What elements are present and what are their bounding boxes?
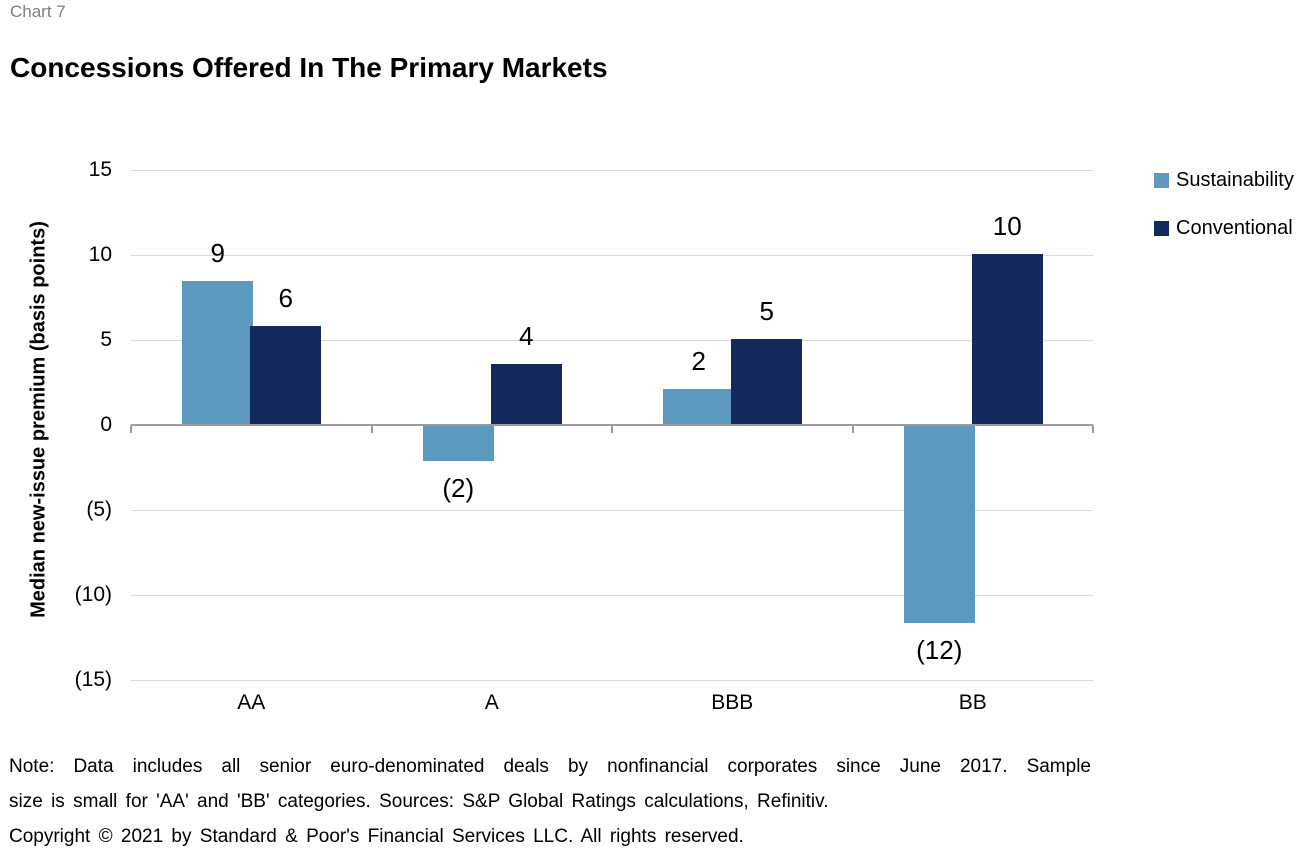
chart-title: Concessions Offered In The Primary Marke…: [10, 52, 608, 83]
legend-swatch-sustainability: [1154, 172, 1169, 188]
chart-number-label: Chart 7: [10, 2, 66, 21]
gridline: [131, 680, 1093, 681]
bar-value-label: 5: [759, 296, 774, 327]
x-axis-category-label: A: [484, 691, 499, 714]
legend-label: Conventional: [1176, 216, 1293, 239]
bar-sustainability-bb: [903, 425, 975, 624]
legend-label: Sustainability: [1176, 168, 1294, 191]
chart-legend: Sustainability Conventional: [1154, 168, 1294, 264]
y-axis-tick-label: (15): [74, 668, 112, 691]
legend-item-conventional: Conventional: [1154, 216, 1294, 240]
gridline: [131, 170, 1093, 171]
x-axis-tick: [851, 425, 854, 433]
x-axis-category-label: BB: [958, 691, 987, 714]
x-axis-tick: [611, 425, 613, 433]
chart-footnote: Note: Data includes all senior euro-deno…: [9, 749, 1091, 854]
x-axis-tick: [370, 425, 373, 433]
bar-conventional-bb: [971, 254, 1043, 425]
y-axis-tick-label: 0: [100, 413, 112, 436]
footnote-line-3: Copyright © 2021 by Standard & Poor's Fi…: [9, 826, 744, 847]
x-axis-tick: [1092, 425, 1094, 433]
footnote-line-2: size is small for 'AA' and 'BB' categori…: [9, 791, 829, 812]
gridline: [131, 255, 1093, 256]
bar-value-label: (2): [442, 472, 475, 503]
y-axis-tick-label: 15: [88, 158, 112, 181]
bar-conventional-a: [490, 363, 562, 425]
y-axis-tick-label: 10: [88, 243, 112, 266]
x-axis-category-label: BBB: [711, 691, 754, 714]
y-axis-tick-label: (10): [74, 583, 112, 606]
y-axis-tick-label: (5): [86, 498, 112, 521]
bar-conventional-aa: [250, 326, 322, 425]
bar-value-label: 6: [278, 283, 293, 314]
y-axis-tick-label: 5: [100, 328, 112, 351]
bar-sustainability-a: [422, 425, 494, 461]
gridline: [131, 340, 1093, 341]
bar-value-label: 10: [992, 211, 1022, 242]
bar-sustainability-bbb: [663, 389, 735, 425]
bar-value-label: 2: [691, 346, 706, 377]
gridline: [131, 595, 1093, 596]
footnote-line-1: Note: Data includes all senior euro-deno…: [9, 756, 1091, 777]
legend-swatch-conventional: [1154, 220, 1169, 236]
bar-value-label: (12): [916, 635, 963, 666]
bar-conventional-bbb: [731, 339, 803, 425]
bar-value-label: 4: [519, 320, 534, 351]
x-axis-category-label: AA: [237, 691, 266, 714]
bar-sustainability-aa: [182, 280, 254, 425]
legend-item-sustainability: Sustainability: [1154, 168, 1294, 192]
gridline: [131, 510, 1093, 511]
x-axis-tick: [130, 425, 132, 433]
bar-value-label: 9: [210, 237, 225, 268]
